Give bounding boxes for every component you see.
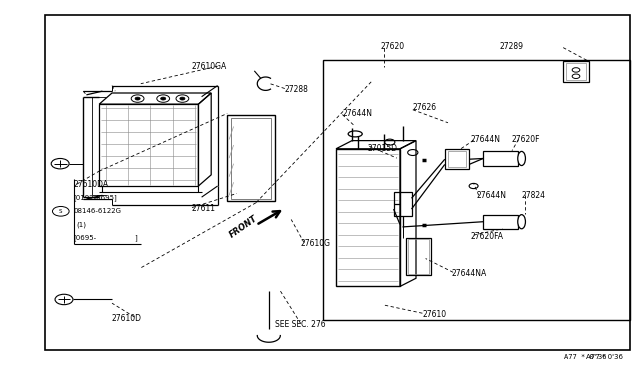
Bar bbox=[99, 104, 198, 186]
Text: 27610DA: 27610DA bbox=[74, 180, 109, 189]
Text: 27620: 27620 bbox=[381, 42, 405, 51]
Bar bbox=[408, 239, 429, 274]
Text: A77 * 0'36: A77 * 0'36 bbox=[586, 354, 623, 360]
Bar bbox=[323, 60, 630, 320]
Bar bbox=[566, 63, 586, 80]
Text: 27611: 27611 bbox=[192, 204, 216, 213]
Text: 27620F: 27620F bbox=[512, 135, 541, 144]
Text: SEE SEC. 276: SEE SEC. 276 bbox=[275, 320, 326, 329]
Text: 27610: 27610 bbox=[422, 310, 447, 319]
Text: 27289: 27289 bbox=[499, 42, 524, 51]
Bar bbox=[45, 15, 630, 350]
Text: 08146-6122G: 08146-6122G bbox=[74, 208, 122, 214]
Circle shape bbox=[135, 97, 140, 100]
Bar bbox=[394, 192, 412, 216]
Bar bbox=[448, 151, 466, 167]
Text: 27644N: 27644N bbox=[477, 191, 507, 200]
Text: 27644NA: 27644NA bbox=[451, 269, 486, 278]
Text: A77 * 0'36: A77 * 0'36 bbox=[564, 354, 607, 360]
Bar bbox=[563, 61, 589, 82]
Text: (1): (1) bbox=[77, 222, 87, 228]
Circle shape bbox=[161, 97, 166, 100]
Text: 27610D: 27610D bbox=[112, 314, 142, 323]
Text: 27610GA: 27610GA bbox=[192, 62, 227, 71]
Text: [0695-: [0695- bbox=[74, 235, 97, 241]
Ellipse shape bbox=[518, 151, 525, 166]
Ellipse shape bbox=[518, 215, 525, 229]
Text: 27824: 27824 bbox=[522, 191, 545, 200]
Bar bbox=[231, 118, 271, 199]
Text: 27015D: 27015D bbox=[368, 144, 398, 153]
Text: S: S bbox=[59, 209, 63, 214]
Text: 27626: 27626 bbox=[413, 103, 437, 112]
Text: 27288: 27288 bbox=[285, 85, 308, 94]
Text: 27620FA: 27620FA bbox=[470, 232, 504, 241]
Bar bbox=[336, 149, 400, 286]
Bar bbox=[406, 238, 431, 275]
Text: ]: ] bbox=[134, 235, 137, 241]
Text: [0192-0695]: [0192-0695] bbox=[74, 195, 117, 201]
Text: 27644N: 27644N bbox=[470, 135, 500, 144]
Text: FRONT: FRONT bbox=[227, 214, 259, 240]
Text: 27610G: 27610G bbox=[301, 239, 331, 248]
Bar bbox=[227, 115, 275, 201]
Bar bbox=[445, 149, 469, 169]
Bar bbox=[483, 215, 518, 229]
Circle shape bbox=[180, 97, 185, 100]
Text: 27644N: 27644N bbox=[342, 109, 372, 118]
Bar bbox=[483, 151, 518, 166]
